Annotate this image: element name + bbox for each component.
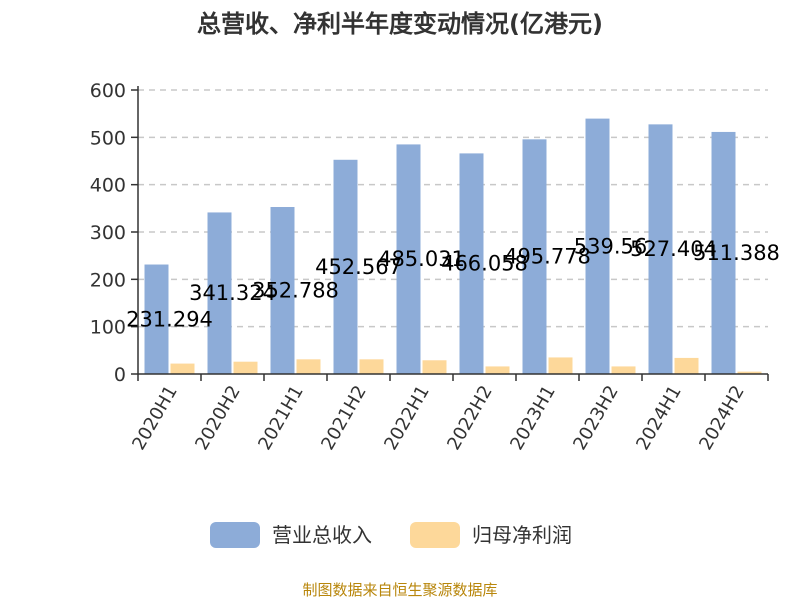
x-tick-label: 2022H1 — [380, 382, 434, 454]
data-label: 341.324 — [189, 281, 276, 305]
x-tick-label: 2024H2 — [695, 382, 749, 454]
bar-net-profit — [422, 360, 447, 374]
legend-swatch — [410, 522, 460, 548]
data-label: 485.031 — [378, 247, 465, 271]
data-label: 231.294 — [126, 307, 213, 331]
bar-net-profit — [296, 359, 321, 374]
y-tick-label: 0 — [114, 364, 126, 386]
bar-net-profit — [674, 357, 699, 374]
bars — [144, 118, 762, 374]
bar-net-profit — [611, 366, 636, 374]
bar-revenue — [207, 212, 232, 374]
data-labels: 231.294341.324352.788452.567485.031466.0… — [126, 234, 780, 331]
y-axis: 0 100 200 300 400 500 600 — [90, 80, 139, 386]
chart-title: 总营收、净利半年度变动情况(亿港元) — [197, 10, 603, 38]
bar-net-profit — [233, 361, 258, 374]
x-axis: 2020H1 2020H2 2021H1 2021H2 2022H1 2022H2 2023… — [128, 373, 769, 454]
bar-revenue — [459, 153, 484, 374]
legend-item-net-profit[interactable]: 归母净利润 — [410, 522, 572, 548]
y-tick-label: 500 — [90, 127, 126, 149]
y-tick-label: 600 — [90, 80, 126, 102]
y-tick-label: 400 — [90, 175, 126, 197]
data-label: 452.567 — [315, 255, 402, 279]
bar-revenue — [270, 207, 295, 374]
data-label: 495.778 — [504, 245, 591, 269]
bar-net-profit — [548, 357, 573, 374]
data-label: 352.788 — [252, 279, 339, 303]
x-tick-label: 2022H2 — [443, 382, 497, 454]
data-label: 466.058 — [441, 252, 528, 276]
x-tick-label: 2020H2 — [191, 382, 245, 454]
legend-swatch — [210, 522, 260, 548]
legend-item-revenue[interactable]: 营业总收入 — [210, 522, 372, 548]
x-tick-label: 2021H1 — [254, 382, 308, 454]
bar-revenue — [711, 131, 736, 374]
bar-revenue — [144, 264, 169, 374]
x-tick-label: 2023H2 — [569, 382, 623, 454]
bar-revenue — [585, 118, 610, 374]
bar-revenue — [396, 144, 421, 374]
bar-revenue — [648, 124, 673, 374]
x-tick-label: 2020H1 — [128, 382, 182, 454]
legend[interactable]: 营业总收入 归母净利润 — [210, 522, 572, 548]
bar-net-profit — [485, 366, 510, 374]
data-label: 539.56 — [574, 234, 647, 258]
bar-revenue — [333, 159, 358, 374]
bar-net-profit — [737, 371, 762, 374]
x-tick-label: 2021H2 — [317, 382, 371, 454]
data-label: 527.404 — [630, 237, 717, 261]
legend-label: 归母净利润 — [472, 523, 572, 547]
y-tick-label: 100 — [90, 317, 126, 339]
y-tick-label: 300 — [90, 222, 126, 244]
x-tick-label: 2023H1 — [506, 382, 560, 454]
y-tick-label: 200 — [90, 269, 126, 291]
legend-label: 营业总收入 — [272, 523, 372, 547]
source-note: 制图数据来自恒生聚源数据库 — [302, 581, 497, 599]
bar-net-profit — [359, 359, 384, 374]
grid-lines — [138, 89, 768, 328]
data-label: 511.388 — [693, 241, 780, 265]
x-tick-label: 2024H1 — [632, 382, 686, 454]
bar-net-profit — [170, 363, 195, 374]
bar-revenue — [522, 139, 547, 374]
